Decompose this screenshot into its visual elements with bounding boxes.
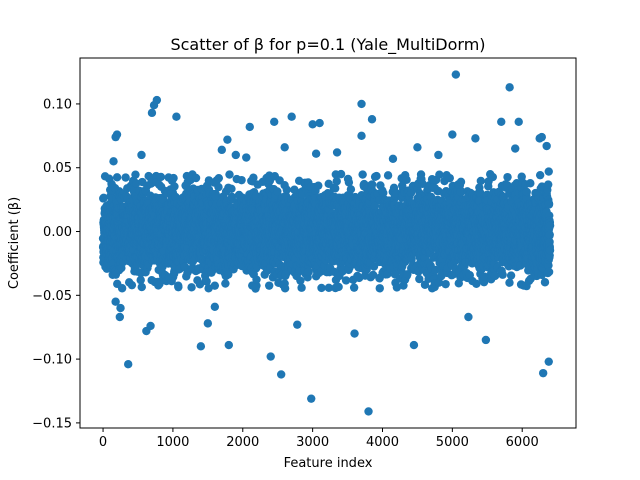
scatter-point xyxy=(170,182,179,191)
scatter-point xyxy=(282,185,291,194)
scatter-point xyxy=(297,283,306,292)
scatter-point xyxy=(191,173,201,183)
scatter-point xyxy=(136,275,145,285)
scatter-point xyxy=(304,267,313,276)
scatter-point xyxy=(252,275,261,284)
scatter-point xyxy=(264,281,274,290)
data-points xyxy=(98,70,555,416)
scatter-point xyxy=(155,279,164,289)
scatter-point xyxy=(127,280,137,290)
scatter-point xyxy=(214,173,224,183)
scatter-point xyxy=(187,283,196,292)
scatter-point xyxy=(336,169,346,179)
scatter-point xyxy=(296,276,305,285)
scatter-point xyxy=(221,279,230,288)
scatter-point xyxy=(441,279,450,289)
scatter-point xyxy=(445,173,454,183)
scatter-point xyxy=(227,184,236,194)
scatter-point xyxy=(156,172,166,182)
scatter-point xyxy=(237,175,246,185)
scatter-point xyxy=(225,170,234,179)
scatter-point xyxy=(169,173,178,183)
scatter-point xyxy=(367,180,377,189)
scatter-point xyxy=(358,170,367,179)
scatter-point xyxy=(99,193,108,203)
scatter-point xyxy=(202,277,211,286)
scatter-point xyxy=(346,185,356,194)
scatter-point xyxy=(332,177,341,186)
scatter-point xyxy=(174,282,183,292)
scatter-point xyxy=(349,283,359,292)
scatter-point xyxy=(402,175,411,185)
scatter-point xyxy=(317,283,326,293)
scatter-point xyxy=(117,284,127,293)
chart-title: Scatter of β for p=0.1 (Yale_MultiDorm) xyxy=(170,35,485,55)
scatter-point xyxy=(334,282,343,292)
scatter-point xyxy=(280,284,290,293)
scatter-point xyxy=(121,173,130,182)
scatter-point xyxy=(383,171,393,180)
scatter-point xyxy=(112,173,122,182)
scatter-point xyxy=(372,171,381,181)
scatter-point xyxy=(210,281,220,290)
scatter-point xyxy=(375,284,384,293)
scatter-point xyxy=(331,184,340,193)
scatter-point xyxy=(137,282,146,292)
scatter-point xyxy=(131,170,140,179)
scatter-point xyxy=(314,181,323,190)
scatter-point xyxy=(214,182,223,192)
